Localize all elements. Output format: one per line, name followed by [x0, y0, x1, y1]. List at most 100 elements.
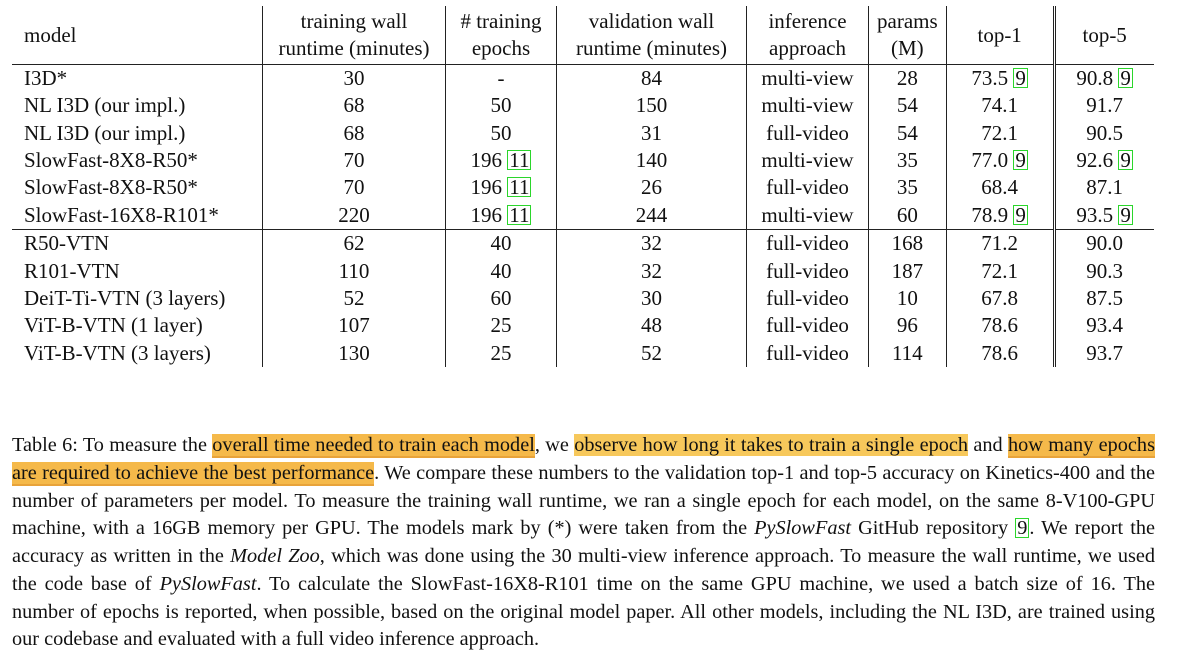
cell-params: 114: [868, 339, 947, 368]
cell-value: 78.6: [981, 340, 1019, 365]
cell-model: SlowFast-8X8-R50*: [12, 147, 263, 174]
cell-approach: full-video: [746, 119, 869, 148]
cell-value: 28: [896, 65, 918, 90]
cell-params: 54: [868, 92, 947, 120]
cell-approach: full-video: [746, 339, 869, 368]
table-row: I3D* 30-84 multi-view 28 73.5 9 90.8 9: [12, 64, 1154, 93]
cell-value: DeiT-Ti-VTN (3 layers): [24, 286, 226, 311]
column-header: top-5: [1052, 6, 1154, 65]
cell-value: 78.6: [981, 313, 1019, 338]
citation-link[interactable]: 9: [1118, 202, 1133, 227]
cell-model: SlowFast-16X8-R101*: [12, 202, 263, 230]
column-header-label: runtime (minutes): [278, 36, 430, 61]
citation-link[interactable]: 9: [1013, 65, 1028, 90]
cell-value: full-video: [766, 313, 849, 338]
cell-value: 91.7: [1086, 93, 1124, 118]
cell-model: NL I3D (our impl.): [12, 120, 263, 147]
cell-top1: 72.1: [945, 119, 1055, 148]
cell-value: 35: [896, 148, 918, 173]
cell-approach: full-video: [746, 285, 869, 313]
cell-top5: 90.3: [1052, 257, 1154, 286]
column-header: validation wall runtime (minutes): [556, 6, 747, 65]
table-caption: Table 6: To measure the overall time nee…: [12, 432, 1155, 654]
cell-value: full-video: [766, 120, 849, 145]
table-row: SlowFast-8X8-R50* 70 196 11 26 full-video 35 6…: [12, 174, 1154, 202]
column-header: # training epochs: [445, 6, 557, 65]
cell-top5: 90.5: [1052, 119, 1154, 148]
cell-epochs: -: [445, 64, 557, 93]
cell-value: R101-VTN: [24, 258, 120, 283]
cell-val-runtime: 26: [556, 174, 747, 202]
cell-value: SlowFast-16X8-R101*: [24, 202, 219, 227]
citation-link[interactable]: 11: [507, 175, 532, 200]
cell-model: ViT-B-VTN (1 layer): [12, 312, 263, 339]
cell-value: 74.1: [981, 93, 1019, 118]
citation-link[interactable]: 11: [507, 148, 532, 173]
cell-value: 90.3: [1086, 258, 1124, 283]
cell-val-runtime: 30: [556, 285, 747, 313]
cell-value: 93.7: [1086, 340, 1124, 365]
cell-value: 150: [635, 93, 668, 118]
cell-model: R50-VTN: [12, 229, 263, 258]
citation-link[interactable]: 9: [1013, 202, 1028, 227]
cell-value: R50-VTN: [24, 231, 110, 256]
table-row: ViT-B-VTN (1 layer) 107 25 48 full-video 96 78…: [12, 312, 1154, 340]
cell-epochs: 40: [445, 257, 557, 286]
cell-top5: 87.1: [1052, 174, 1154, 202]
cell-value: 48: [641, 313, 662, 338]
cell-top5: 90.0: [1052, 229, 1154, 258]
cell-value: 52: [343, 286, 365, 311]
italic-text: PySlowFast: [754, 517, 852, 540]
cell-params: 10: [868, 285, 947, 313]
cell-value: 196: [470, 202, 503, 227]
cell-value: 90.5: [1086, 120, 1124, 145]
cell-value: 50: [490, 120, 512, 145]
cell-value: NL I3D (our impl.): [24, 120, 186, 145]
cell-params: 35: [868, 147, 947, 175]
cell-value: 77.0: [971, 148, 1009, 173]
cell-value: 60: [490, 286, 512, 311]
cell-train-runtime: 220: [262, 201, 446, 230]
italic-text: PySlowFast: [159, 572, 257, 595]
citation-link[interactable]: 9: [1118, 148, 1133, 173]
cell-value: 68: [343, 93, 365, 118]
cell-value: 35: [896, 175, 918, 200]
cell-top1: 73.5 9: [945, 64, 1055, 93]
cell-value: ViT-B-VTN (3 layers): [24, 340, 211, 365]
highlighted-text: overall time needed to train each model: [212, 434, 535, 459]
cell-value: SlowFast-8X8-R50*: [24, 175, 198, 200]
cell-val-runtime: 32: [556, 229, 747, 258]
cell-value: 70: [343, 175, 365, 200]
column-header-label: approach: [769, 36, 846, 61]
cell-value: 50: [490, 93, 512, 118]
cell-value: 40: [490, 258, 512, 283]
citation-link[interactable]: 9: [1118, 65, 1133, 90]
cell-top1: 71.2: [945, 229, 1055, 258]
cell-train-runtime: 30: [262, 64, 446, 93]
cell-value: 220: [338, 202, 370, 227]
column-header: inference approach: [746, 6, 869, 65]
cell-epochs: 25: [445, 339, 557, 368]
cell-value: 78.9: [971, 202, 1009, 227]
citation-link[interactable]: 9: [1013, 148, 1028, 173]
column-header-label: runtime (minutes): [575, 36, 728, 61]
citation-link[interactable]: 11: [507, 202, 532, 227]
table-row: SlowFast-8X8-R50* 70 196 11 140 multi-view 35…: [12, 147, 1154, 175]
cell-value: 73.5: [971, 65, 1009, 90]
cell-value: 62: [343, 231, 365, 256]
cell-value: 70: [343, 148, 365, 173]
column-header-label: epochs: [471, 36, 531, 61]
table-row: R50-VTN 62 40 32 full-video 168 71.2 90.0: [12, 229, 1154, 258]
cell-value: 107: [338, 313, 370, 338]
citation-link[interactable]: 9: [1015, 517, 1030, 540]
column-header-label: inference: [768, 9, 847, 33]
cell-value: 72.1: [981, 258, 1019, 283]
cell-value: 67.8: [981, 286, 1019, 311]
cell-top5: 90.8 9: [1052, 64, 1154, 93]
cell-approach: full-video: [746, 229, 869, 258]
caption-text: . To calculate the SlowFast-16X8-R101 ti…: [12, 572, 1155, 651]
column-header-label: top-5: [1082, 22, 1127, 47]
cell-value: 96: [896, 313, 918, 338]
results-table: model training wall runtime (minutes) # tra…: [12, 6, 1154, 368]
column-header: training wall runtime (minutes): [262, 6, 446, 65]
